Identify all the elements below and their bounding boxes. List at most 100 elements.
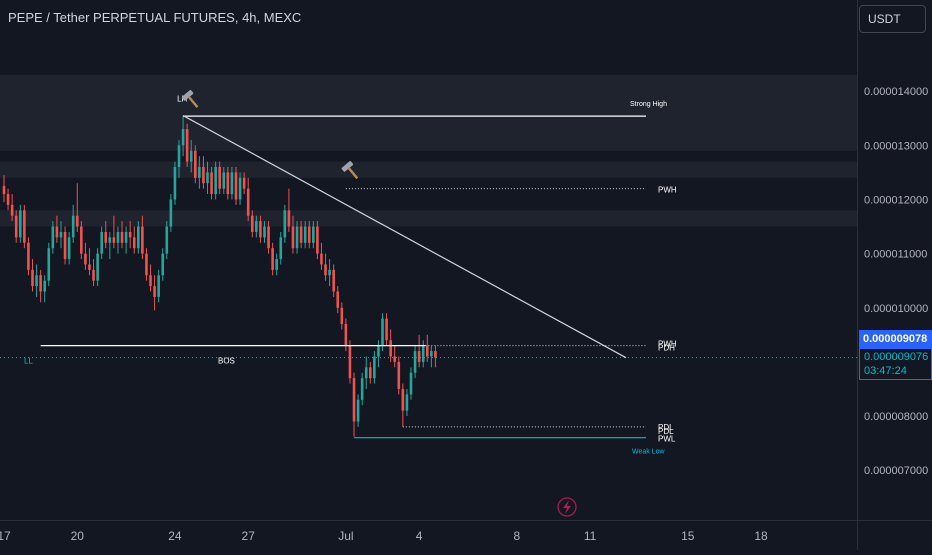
candle-body <box>67 237 71 260</box>
candle-body <box>369 367 372 379</box>
candle-body <box>193 150 197 178</box>
supply-zone <box>0 210 857 227</box>
candle-body <box>291 226 295 249</box>
candle-body <box>348 345 352 379</box>
candle-body <box>161 253 165 276</box>
candle-body <box>173 166 177 200</box>
candle-body <box>84 253 87 265</box>
x-tick-label: 11 <box>584 529 597 543</box>
lightning-ring <box>557 497 577 517</box>
candle-body <box>189 150 193 162</box>
candle-body <box>303 226 307 243</box>
candle-body <box>137 226 140 249</box>
candle-body <box>218 166 222 189</box>
candle-body <box>295 226 299 249</box>
y-tick-label: 0.000007000 <box>864 465 928 477</box>
candle-body <box>230 172 234 195</box>
mark-price-tag: 0.000009076 03:47:24 <box>859 348 932 380</box>
candle-body <box>149 275 152 287</box>
candle-body <box>157 275 160 297</box>
candle-body <box>405 394 409 411</box>
candle-body <box>385 318 388 341</box>
bos-label: BOS <box>218 357 235 366</box>
candle-body <box>145 253 148 276</box>
candle-body <box>116 231 120 243</box>
lightning-icon[interactable] <box>557 497 577 517</box>
candle-body <box>238 177 242 200</box>
pwh-overlap-label: PWH <box>658 340 677 349</box>
candle-body <box>340 307 344 324</box>
currency-button[interactable]: USDT <box>859 5 926 33</box>
candle-body <box>31 269 34 287</box>
pdh-label: PDH <box>658 344 675 353</box>
candle-body <box>263 226 266 238</box>
pwl-label: PWL <box>658 435 676 444</box>
candle-body <box>320 253 323 265</box>
candle-body <box>259 221 262 238</box>
candle-body <box>246 188 250 216</box>
x-tick-label: 20 <box>71 529 85 543</box>
candle-body <box>59 231 63 238</box>
candle-body <box>352 378 356 422</box>
candle-body <box>165 226 169 254</box>
candle-body <box>381 318 384 346</box>
bar-countdown: 03:47:24 <box>864 365 907 377</box>
candle-body <box>104 231 108 243</box>
candle-body <box>71 215 75 238</box>
x-tick-label: 4 <box>416 529 423 543</box>
candle-body <box>377 345 380 357</box>
x-tick-label: 15 <box>681 529 695 543</box>
candle-body <box>55 226 59 238</box>
candle-body <box>401 388 405 411</box>
x-tick-label: 8 <box>513 529 520 543</box>
candle-body <box>409 372 413 395</box>
candle-body <box>132 237 136 249</box>
candle-body <box>202 166 205 184</box>
candle-body <box>283 210 287 238</box>
pdl-overlap-label: PDL <box>658 427 674 436</box>
supply-zone <box>0 161 857 178</box>
x-tick-label: 27 <box>242 529 256 543</box>
candle-body <box>226 172 230 195</box>
candle-body <box>47 248 51 281</box>
candle-body <box>185 129 189 162</box>
candle-body <box>63 231 67 260</box>
candle-body <box>389 340 392 357</box>
hammer-handle <box>187 95 199 108</box>
y-tick-label: 0.000012000 <box>864 194 928 206</box>
candle-body <box>328 269 331 276</box>
candle-body <box>234 172 238 200</box>
candle-body <box>88 264 91 270</box>
y-tick-label: 0.000008000 <box>864 411 928 423</box>
candle-body <box>356 399 360 422</box>
candle-body <box>124 231 128 243</box>
candle-body <box>214 166 217 195</box>
candle-body <box>210 172 213 195</box>
x-tick-label: Jul <box>338 529 353 543</box>
candle-body <box>360 378 364 400</box>
candle-body <box>51 226 55 249</box>
candle-body <box>336 291 340 308</box>
candle-body <box>287 210 291 227</box>
candle-body <box>23 210 26 243</box>
candle-body <box>128 231 132 238</box>
candle-body <box>242 177 246 189</box>
pdl-label: PDL <box>658 423 674 432</box>
candle-body <box>312 226 315 243</box>
candle-body <box>316 226 319 254</box>
candle-body <box>271 248 274 270</box>
candle-body <box>153 286 156 297</box>
candle-body <box>421 345 425 362</box>
candle-body <box>100 231 103 254</box>
candle-body <box>332 269 335 292</box>
chart-title: PEPE / Tether PERPETUAL FUTURES, 4h, MEX… <box>8 10 302 25</box>
candle-body <box>2 185 6 195</box>
candle-body <box>299 226 303 243</box>
candle-body <box>80 226 83 254</box>
hammer-head <box>341 161 354 172</box>
candle-body <box>413 351 417 373</box>
candle-body <box>417 351 421 362</box>
trendline[interactable] <box>182 115 627 359</box>
